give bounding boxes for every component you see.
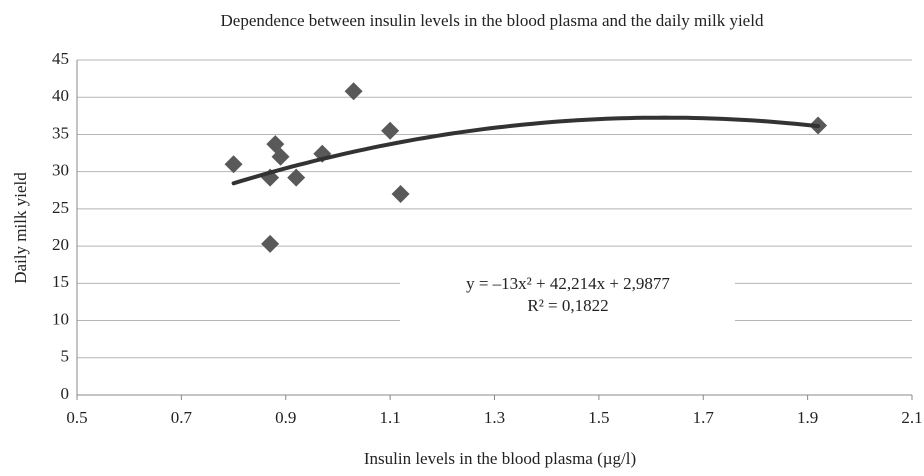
y-tick-label: 35 [52,123,69,142]
x-tick-label: 0.9 [275,408,296,427]
point [271,147,290,166]
x-tick-label: 2.1 [901,408,922,427]
y-tick-label: 0 [61,384,70,403]
point [287,168,306,187]
x-tick-label: 0.7 [171,408,193,427]
trendline-r-squared: R² = 0,1822 [527,296,608,315]
y-tick-label: 40 [52,86,69,105]
point [344,82,363,101]
y-axis-label: Daily milk yield [11,172,30,284]
x-tick-label: 1.3 [484,408,505,427]
y-tick-label: 5 [61,347,70,366]
y-tick-label: 15 [52,272,69,291]
y-tick-label: 20 [52,235,69,254]
x-axis-label: Insulin levels in the blood plasma (µg/l… [364,449,636,468]
trendline-equation: y = –13x² + 42,214x + 2,9877 [466,274,670,293]
y-tick-label: 30 [52,161,69,180]
point [391,185,410,203]
chart-title: Dependence between insulin levels in the… [221,11,764,30]
x-tick-label: 1.7 [693,408,715,427]
y-tick-label: 45 [52,49,69,68]
point [381,121,400,140]
x-tick-label: 1.1 [380,408,401,427]
equation-box [400,265,735,325]
point [224,155,243,174]
y-tick-label: 10 [52,309,69,328]
point [261,234,280,253]
x-tick-label: 0.5 [66,408,87,427]
x-tick-label: 1.9 [797,408,818,427]
x-tick-label: 1.5 [588,408,609,427]
trendline [231,115,821,186]
y-tick-label: 25 [52,198,69,217]
